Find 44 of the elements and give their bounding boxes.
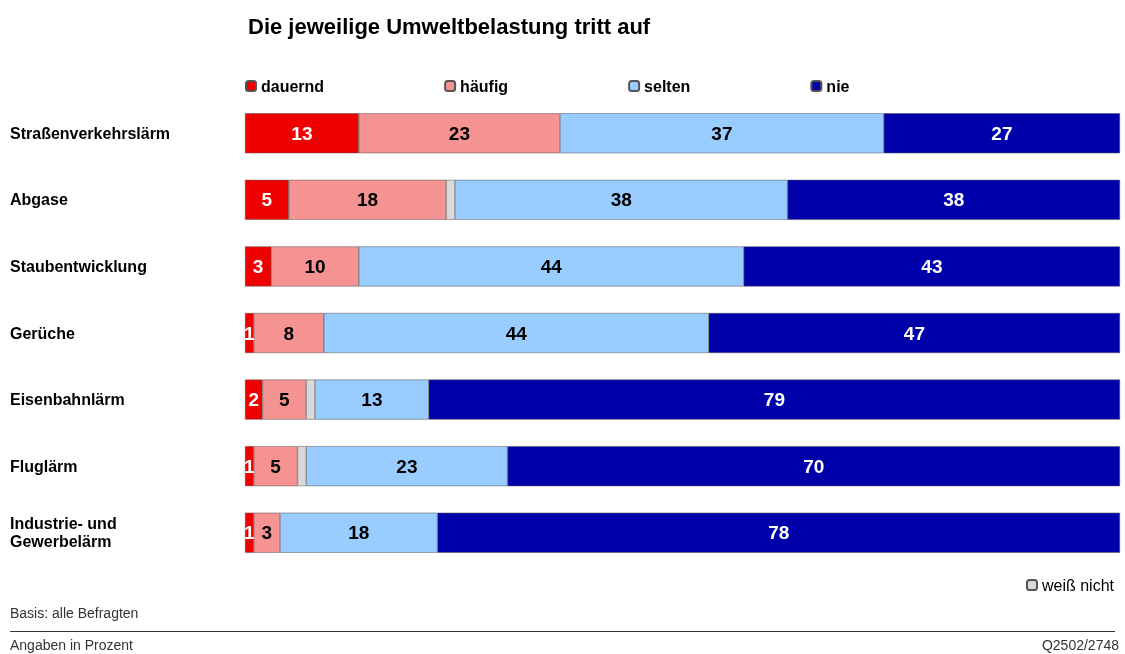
legend-label: nie bbox=[826, 77, 850, 95]
legend-label: weiß nicht bbox=[1040, 576, 1115, 594]
data-label: 5 bbox=[261, 189, 273, 211]
data-label: 2 bbox=[248, 389, 260, 411]
data-label: 1 bbox=[244, 455, 256, 477]
legend-label: häufig bbox=[460, 77, 509, 95]
data-label: 38 bbox=[610, 189, 632, 211]
y-tick-label: Straßenverkehrslärm bbox=[10, 124, 171, 142]
data-label: 37 bbox=[711, 122, 733, 144]
data-label: 3 bbox=[252, 255, 264, 277]
data-label: 18 bbox=[356, 189, 379, 211]
legend-label: dauernd bbox=[261, 77, 325, 95]
y-tick-label: Fluglärm bbox=[10, 457, 78, 475]
y-tick-label: Gerüche bbox=[10, 324, 76, 342]
y-tick-label: Staubentwicklung bbox=[10, 257, 147, 275]
data-label: 23 bbox=[396, 455, 418, 477]
data-label: 79 bbox=[763, 389, 785, 411]
data-label: 43 bbox=[921, 255, 943, 277]
data-label: 1 bbox=[244, 322, 256, 344]
y-tick-label: Abgase bbox=[10, 191, 68, 209]
data-label: 13 bbox=[361, 389, 383, 411]
data-label: 1 bbox=[244, 522, 256, 544]
y-tick-label: Industrie- und Gewerbelärm bbox=[10, 515, 122, 551]
data-label: 44 bbox=[505, 322, 528, 344]
data-label: 27 bbox=[991, 122, 1013, 144]
data-label: 5 bbox=[270, 455, 282, 477]
text: Q2502/2748 bbox=[1041, 637, 1120, 653]
data-label: 8 bbox=[283, 322, 295, 344]
y-tick-label: Eisenbahnlärm bbox=[10, 391, 125, 409]
data-label: 44 bbox=[540, 255, 563, 277]
data-label: 3 bbox=[261, 522, 273, 544]
data-label: 18 bbox=[348, 522, 370, 544]
chart-title: Die jeweilige Umweltbelastung tritt auf bbox=[248, 13, 651, 39]
text: Basis: alle Befragten bbox=[10, 605, 139, 621]
data-label: 38 bbox=[943, 189, 965, 211]
text: Angaben in Prozent bbox=[10, 637, 134, 653]
data-label: 10 bbox=[304, 255, 326, 277]
data-label: 70 bbox=[803, 455, 825, 477]
data-label: 23 bbox=[448, 122, 470, 144]
legend-label: selten bbox=[644, 77, 691, 95]
data-label: 78 bbox=[768, 522, 790, 544]
data-label: 5 bbox=[279, 389, 291, 411]
data-label: 13 bbox=[291, 122, 313, 144]
data-label: 47 bbox=[903, 322, 925, 344]
